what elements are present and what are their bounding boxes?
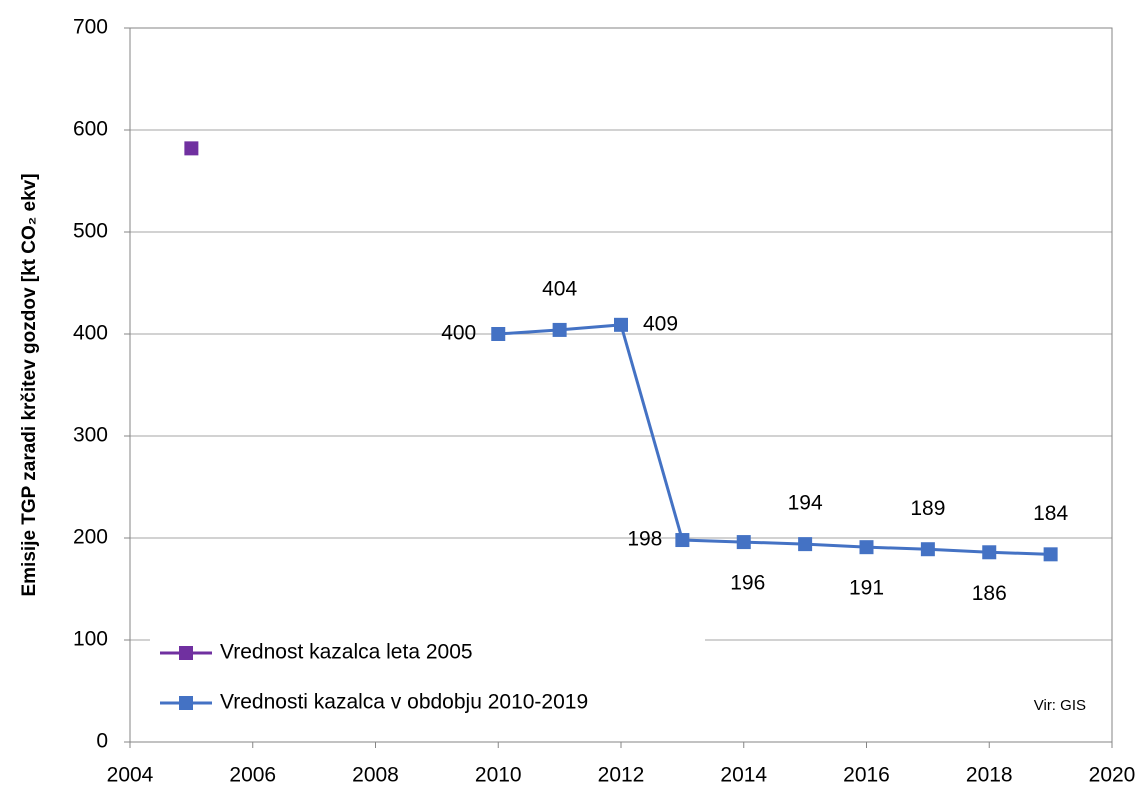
marker	[675, 533, 690, 548]
marker	[491, 327, 506, 341]
y-axis-label: Emisije TGP zaradi krčitev gozdov [kt CO…	[19, 173, 40, 596]
data-label: 404	[542, 277, 577, 300]
x-tick-label: 2014	[720, 764, 767, 787]
marker	[859, 540, 874, 555]
data-label: 186	[972, 582, 1007, 605]
x-tick-label: 2010	[475, 764, 522, 787]
x-tick-label: 2004	[107, 764, 154, 787]
line	[498, 323, 1051, 556]
y-tick-label: 600	[73, 118, 108, 141]
y-tick-label: 100	[73, 628, 108, 651]
legend-label: Vrednosti kazalca v obdobju 2010-2019	[220, 691, 588, 714]
y-tick-label: 0	[96, 730, 108, 753]
marker	[614, 317, 628, 332]
data-label: 196	[730, 572, 765, 595]
x-tick-label: 2016	[843, 764, 890, 787]
y-tick-label: 500	[73, 220, 108, 243]
marker	[552, 322, 567, 337]
marker	[920, 542, 935, 557]
marker	[736, 535, 751, 550]
legend-marker	[179, 696, 193, 710]
data-label: 191	[849, 577, 884, 600]
marker	[798, 537, 813, 552]
data-label: 198	[627, 528, 662, 551]
y-tick-label: 200	[73, 526, 108, 549]
marker	[982, 545, 997, 560]
marker	[184, 141, 199, 156]
y-tick-label: 700	[73, 16, 108, 39]
legend-marker	[179, 646, 193, 660]
x-tick-label: 2008	[352, 764, 399, 787]
x-tick-label: 2020	[1089, 764, 1136, 787]
data-label: 189	[910, 497, 945, 520]
legend-label: Vrednost kazalca leta 2005	[220, 641, 473, 664]
data-label: 409	[643, 312, 678, 335]
x-tick-label: 2012	[598, 764, 645, 787]
y-tick-label: 300	[73, 424, 108, 447]
legend-box	[150, 628, 705, 724]
y-tick-label: 400	[73, 322, 108, 345]
marker	[1043, 547, 1058, 562]
annotation: Vir: GIS	[1034, 697, 1086, 714]
data-label: 194	[788, 492, 823, 515]
data-label: 184	[1033, 502, 1068, 525]
x-tick-label: 2006	[229, 764, 276, 787]
data-label: 400	[441, 322, 476, 345]
x-tick-label: 2018	[966, 764, 1013, 787]
